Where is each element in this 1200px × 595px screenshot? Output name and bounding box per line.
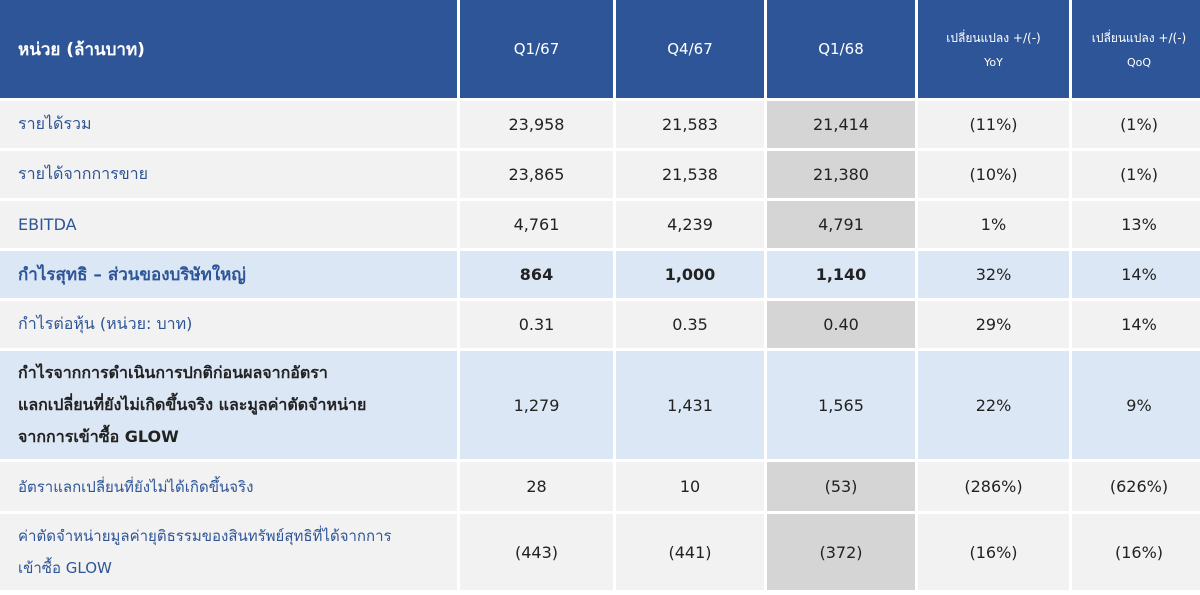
row-label-line: แลกเปลี่ยนที่ยังไม่เกิดขึ้นจริง และมูลค่… [18, 395, 367, 414]
header-unit-label: หน่วย (ล้านบาท) [0, 0, 457, 98]
cell-qoq: 14% [1072, 301, 1200, 348]
cell-q4-67: 21,538 [616, 151, 764, 198]
header-yoy-main: เปลี่ยนแปลง +/(-) [946, 31, 1041, 45]
row-label: กำไรสุทธิ – ส่วนของบริษัทใหญ่ [0, 251, 457, 298]
cell-yoy: 1% [918, 201, 1069, 248]
cell-q1-68: 1,565 [767, 351, 915, 459]
row-label: กำไรต่อหุ้น (หน่วย: บาท) [0, 301, 457, 348]
table-header-row: หน่วย (ล้านบาท) Q1/67 Q4/67 Q1/68 เปลี่ย… [0, 0, 1200, 98]
cell-q1-67: 864 [460, 251, 613, 298]
table-row: กำไรต่อหุ้น (หน่วย: บาท) 0.31 0.35 0.40 … [0, 301, 1200, 348]
cell-qoq: (1%) [1072, 151, 1200, 198]
table-row: รายได้รวม 23,958 21,583 21,414 (11%) (1%… [0, 101, 1200, 148]
cell-qoq: 13% [1072, 201, 1200, 248]
cell-q4-67: 10 [616, 462, 764, 511]
cell-q1-67: 4,761 [460, 201, 613, 248]
header-q1-68: Q1/68 [767, 0, 915, 98]
header-qoq: เปลี่ยนแปลง +/(-) QoQ [1072, 0, 1200, 98]
cell-q4-67: 1,431 [616, 351, 764, 459]
cell-q4-67: 4,239 [616, 201, 764, 248]
table-row: อัตราแลกเปลี่ยนที่ยังไม่ได้เกิดขึ้นจริง … [0, 462, 1200, 511]
cell-q1-68: 4,791 [767, 201, 915, 248]
cell-q4-67: 21,583 [616, 101, 764, 148]
row-label: รายได้จากการขาย [0, 151, 457, 198]
table-row: กำไรสุทธิ – ส่วนของบริษัทใหญ่ 864 1,000 … [0, 251, 1200, 298]
header-qoq-main: เปลี่ยนแปลง +/(-) [1091, 31, 1187, 45]
cell-q1-67: (443) [460, 514, 613, 590]
cell-q1-67: 28 [460, 462, 613, 511]
cell-q1-68: 21,380 [767, 151, 915, 198]
row-label: EBITDA [0, 201, 457, 248]
table-row: ค่าตัดจำหน่ายมูลค่ายุติธรรมของสินทรัพย์ส… [0, 514, 1200, 590]
row-label: กำไรจากการดำเนินการปกติก่อนผลจากอัตรา แล… [0, 351, 457, 459]
cell-q4-67: 0.35 [616, 301, 764, 348]
row-label-line: ค่าตัดจำหน่ายมูลค่ายุติธรรมของสินทรัพย์ส… [18, 527, 392, 545]
cell-qoq: (16%) [1072, 514, 1200, 590]
row-label-line: เข้าซื้อ GLOW [18, 559, 112, 577]
cell-yoy: 32% [918, 251, 1069, 298]
cell-yoy: 22% [918, 351, 1069, 459]
header-qoq-sub: QoQ [1126, 56, 1152, 69]
row-label: ค่าตัดจำหน่ายมูลค่ายุติธรรมของสินทรัพย์ส… [0, 514, 457, 590]
cell-yoy: (11%) [918, 101, 1069, 148]
cell-q4-67: 1,000 [616, 251, 764, 298]
cell-qoq: 14% [1072, 251, 1200, 298]
cell-q1-67: 0.31 [460, 301, 613, 348]
cell-yoy: (286%) [918, 462, 1069, 511]
header-yoy-sub: YoY [984, 56, 1003, 69]
cell-q4-67: (441) [616, 514, 764, 590]
header-yoy: เปลี่ยนแปลง +/(-) YoY [918, 0, 1069, 98]
table-row: EBITDA 4,761 4,239 4,791 1% 13% [0, 201, 1200, 248]
cell-qoq: (1%) [1072, 101, 1200, 148]
table-row: รายได้จากการขาย 23,865 21,538 21,380 (10… [0, 151, 1200, 198]
row-label: รายได้รวม [0, 101, 457, 148]
header-q1-67: Q1/67 [460, 0, 613, 98]
cell-q1-68: 0.40 [767, 301, 915, 348]
cell-q1-68: (53) [767, 462, 915, 511]
cell-qoq: 9% [1072, 351, 1200, 459]
cell-q1-67: 1,279 [460, 351, 613, 459]
header-q4-67: Q4/67 [616, 0, 764, 98]
cell-q1-68: 1,140 [767, 251, 915, 298]
row-label-line: จากการเข้าซื้อ GLOW [18, 427, 179, 446]
cell-q1-67: 23,865 [460, 151, 613, 198]
table-row: กำไรจากการดำเนินการปกติก่อนผลจากอัตรา แล… [0, 351, 1200, 459]
cell-yoy: (10%) [918, 151, 1069, 198]
cell-q1-67: 23,958 [460, 101, 613, 148]
cell-qoq: (626%) [1072, 462, 1200, 511]
cell-q1-68: 21,414 [767, 101, 915, 148]
row-label: อัตราแลกเปลี่ยนที่ยังไม่ได้เกิดขึ้นจริง [0, 462, 457, 511]
cell-yoy: (16%) [918, 514, 1069, 590]
cell-q1-68: (372) [767, 514, 915, 590]
cell-yoy: 29% [918, 301, 1069, 348]
row-label-line: กำไรจากการดำเนินการปกติก่อนผลจากอัตรา [18, 363, 328, 382]
